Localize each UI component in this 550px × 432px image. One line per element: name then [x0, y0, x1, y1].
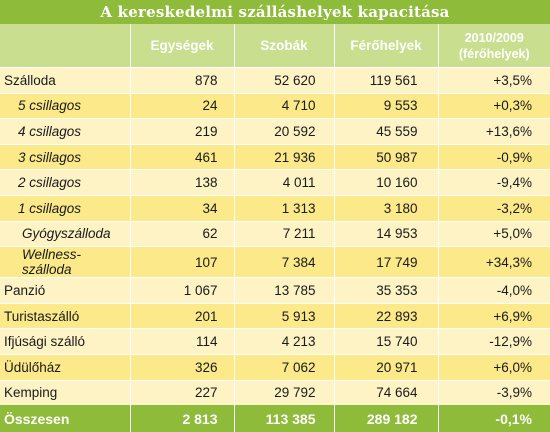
- table-row: Szálloda 878 52 620 119 561 +3,5%: [0, 67, 550, 94]
- row-label: Szálloda: [0, 67, 130, 94]
- header-change: 2010/2009 (férőhelyek): [437, 24, 550, 68]
- row-beds: 10 160: [333, 169, 438, 196]
- table-title: A kereskedelmi szálláshelyek kapacitása: [0, 0, 550, 24]
- row-label: Ifjúsági szálló: [0, 328, 130, 355]
- header-beds: Férőhelyek: [333, 24, 438, 68]
- row-label: Panzió: [0, 277, 130, 304]
- row-rooms: 20 592: [233, 118, 334, 145]
- row-units: 326: [129, 353, 234, 381]
- total-beds: 289 182: [333, 405, 438, 432]
- capacity-table: Egységek Szobák Férőhelyek 2010/2009 (fé…: [0, 24, 550, 432]
- row-label: Wellness-szálloda: [0, 246, 130, 278]
- table-row: 3 csillagos 461 21 936 50 987 -0,9%: [0, 143, 550, 170]
- row-change: -9,4%: [437, 169, 550, 196]
- row-beds: 9 553: [333, 92, 438, 119]
- row-label: 4 csillagos: [0, 118, 130, 145]
- table-row: 5 csillagos 24 4 710 9 553 +0,3%: [0, 92, 550, 119]
- header-change-line2: (férőhelyek): [458, 46, 530, 61]
- row-label: 2 csillagos: [0, 169, 130, 196]
- row-rooms: 21 936: [233, 143, 334, 170]
- total-rooms: 113 385: [233, 405, 334, 432]
- row-change: +0,3%: [437, 92, 550, 119]
- row-units: 34: [129, 194, 234, 222]
- header-empty: [0, 24, 130, 68]
- row-change: +6,9%: [437, 302, 550, 329]
- table-row: Gyógyszálloda 62 7 211 14 953 +5,0%: [0, 220, 550, 247]
- row-beds: 3 180: [333, 194, 438, 222]
- table-row: Wellness-szálloda 107 7 384 17 749 +34,3%: [0, 246, 550, 278]
- row-units: 201: [129, 302, 234, 329]
- row-units: 114: [129, 328, 234, 355]
- row-beds: 45 559: [333, 118, 438, 145]
- row-rooms: 4 710: [233, 92, 334, 119]
- row-rooms: 13 785: [233, 277, 334, 304]
- total-label: Összesen: [0, 405, 130, 432]
- table-row: Kemping 227 29 792 74 664 -3,9%: [0, 379, 550, 406]
- header-change-line1: 2010/2009: [464, 30, 524, 45]
- row-label: 3 csillagos: [0, 143, 130, 170]
- table-row: 1 csillagos 34 1 313 3 180 -3,2%: [0, 194, 550, 222]
- row-change: -3,2%: [437, 194, 550, 222]
- table-row: Üdülőház 326 7 062 20 971 +6,0%: [0, 353, 550, 381]
- row-label: Turistaszálló: [0, 302, 130, 329]
- header-row: Egységek Szobák Férőhelyek 2010/2009 (fé…: [0, 24, 550, 68]
- row-label: Üdülőház: [0, 353, 130, 381]
- row-units: 878: [129, 67, 234, 94]
- row-label: Gyógyszálloda: [0, 220, 130, 247]
- row-beds: 15 740: [333, 328, 438, 355]
- row-change: +3,5%: [437, 67, 550, 94]
- row-change: +6,0%: [437, 353, 550, 381]
- row-units: 219: [129, 118, 234, 145]
- row-rooms: 29 792: [233, 379, 334, 406]
- table-row: Ifjúsági szálló 114 4 213 15 740 -12,9%: [0, 328, 550, 355]
- row-rooms: 4 213: [233, 328, 334, 355]
- row-beds: 17 749: [333, 246, 438, 278]
- row-units: 461: [129, 143, 234, 170]
- row-rooms: 7 211: [233, 220, 334, 247]
- total-row: Összesen 2 813 113 385 289 182 -0,1%: [0, 405, 550, 432]
- total-units: 2 813: [129, 405, 234, 432]
- row-beds: 50 987: [333, 143, 438, 170]
- table-row: Panzió 1 067 13 785 35 353 -4,0%: [0, 277, 550, 304]
- row-change: +34,3%: [437, 246, 550, 278]
- row-label: 5 csillagos: [0, 92, 130, 119]
- row-units: 227: [129, 379, 234, 406]
- row-change: -12,9%: [437, 328, 550, 355]
- row-beds: 35 353: [333, 277, 438, 304]
- row-change: -0,9%: [437, 143, 550, 170]
- row-rooms: 7 062: [233, 353, 334, 381]
- row-label: 1 csillagos: [0, 194, 130, 222]
- row-units: 107: [129, 246, 234, 278]
- row-change: -3,9%: [437, 379, 550, 406]
- row-change: -4,0%: [437, 277, 550, 304]
- row-units: 138: [129, 169, 234, 196]
- row-rooms: 52 620: [233, 67, 334, 94]
- row-change: +5,0%: [437, 220, 550, 247]
- row-rooms: 7 384: [233, 246, 334, 278]
- row-units: 62: [129, 220, 234, 247]
- header-rooms: Szobák: [233, 24, 334, 68]
- row-beds: 20 971: [333, 353, 438, 381]
- row-beds: 14 953: [333, 220, 438, 247]
- row-beds: 74 664: [333, 379, 438, 406]
- row-units: 1 067: [129, 277, 234, 304]
- row-beds: 22 893: [333, 302, 438, 329]
- row-rooms: 5 913: [233, 302, 334, 329]
- row-change: +13,6%: [437, 118, 550, 145]
- row-rooms: 4 011: [233, 169, 334, 196]
- table-body: Szálloda 878 52 620 119 561 +3,5% 5 csillagos…: [0, 67, 550, 406]
- row-label: Kemping: [0, 379, 130, 406]
- row-units: 24: [129, 92, 234, 119]
- row-beds: 119 561: [333, 67, 438, 94]
- header-units: Egységek: [129, 24, 234, 68]
- row-rooms: 1 313: [233, 194, 334, 222]
- total-change: -0,1%: [437, 405, 550, 432]
- table-row: 4 csillagos 219 20 592 45 559 +13,6%: [0, 118, 550, 145]
- table-row: 2 csillagos 138 4 011 10 160 -9,4%: [0, 169, 550, 196]
- table-row: Turistaszálló 201 5 913 22 893 +6,9%: [0, 302, 550, 329]
